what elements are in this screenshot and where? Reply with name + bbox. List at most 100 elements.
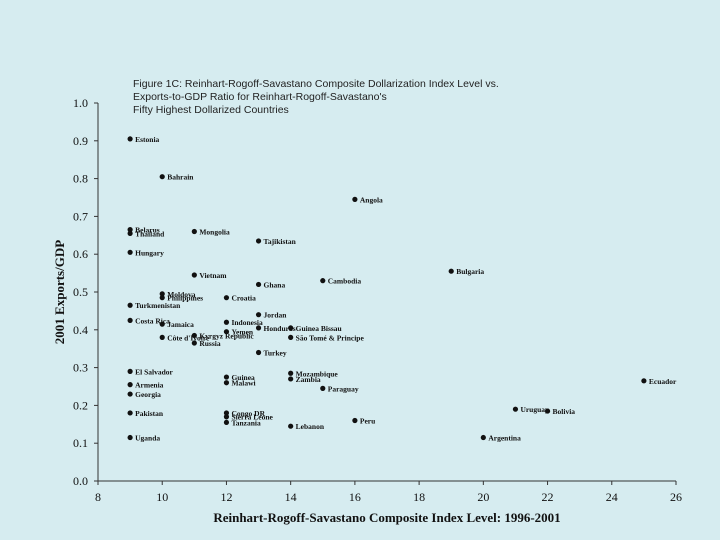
data-point-label: Mongolia: [199, 228, 230, 237]
x-tick-label: 24: [606, 490, 618, 504]
data-point: [127, 410, 133, 416]
data-point: [352, 196, 358, 202]
data-point-label: Turkmenistan: [135, 301, 181, 310]
data-point-label: Uruguay: [520, 405, 549, 414]
data-point: [223, 329, 230, 335]
data-point-label: São Tomé & Principe: [296, 333, 365, 342]
data-point-label: Armenia: [135, 381, 164, 390]
data-point-label: Kyrgyz Republic: [199, 331, 254, 340]
data-point-label: Costa Rica: [135, 316, 170, 325]
data-point: [127, 368, 133, 374]
data-point: [191, 228, 197, 235]
data-point-label: Jordan: [264, 311, 288, 320]
data-point-label: Estonia: [135, 135, 159, 144]
data-point-label: Vietnam: [199, 271, 227, 280]
x-tick-label: 14: [285, 490, 297, 504]
y-tick-label: 0.3: [73, 361, 88, 375]
data-point-label: Bulgaria: [456, 267, 484, 276]
data-point: [352, 417, 358, 424]
data-point-label: Cambodia: [328, 277, 362, 286]
y-axis-title: 2001 Exports/GDP: [52, 240, 67, 344]
data-point-label: Congo DR: [231, 409, 265, 418]
data-point: [191, 340, 197, 346]
data-point: [544, 408, 551, 414]
title-line-1: Figure 1C: Reinhart-Rogoff-Savastano Com…: [133, 78, 499, 90]
y-tick-label: 1.0: [73, 96, 88, 110]
data-point: [127, 302, 133, 308]
data-point: [480, 434, 486, 441]
x-tick-label: 22: [542, 490, 554, 504]
data-point: [127, 434, 133, 441]
data-point: [512, 406, 519, 412]
data-point: [288, 334, 294, 340]
y-tick-label: 0.2: [73, 398, 88, 412]
data-point: [223, 414, 230, 420]
data-point: [127, 227, 133, 233]
data-point: [288, 370, 294, 376]
y-tick-label: 0.6: [73, 247, 88, 261]
data-point: [159, 321, 165, 327]
data-point-label: Philippines: [167, 294, 203, 303]
data-point-label: Mozambique: [296, 369, 339, 378]
data-point: [127, 382, 133, 388]
data-point-label: Zambia: [296, 375, 321, 384]
x-tick-label: 12: [220, 490, 232, 504]
data-point-label: Yemen: [231, 328, 253, 337]
data-point: [288, 376, 294, 382]
data-point-label: Sierra Leone: [231, 413, 273, 422]
data-point-label: Croatia: [231, 294, 256, 303]
data-point-label: Russia: [199, 339, 221, 348]
data-point-label: Honduras: [264, 324, 296, 333]
data-point-label: Jamaica: [167, 320, 194, 329]
data-point-label: Peru: [360, 417, 375, 426]
data-point-label: Moldova: [167, 290, 196, 299]
data-point-label: Hungary: [135, 248, 164, 257]
y-tick-label: 0.9: [73, 134, 88, 148]
data-point-label: Paraguay: [328, 384, 359, 393]
y-tick-label: 0.0: [73, 474, 88, 488]
data-point-label: Bahrain: [167, 173, 194, 182]
data-point-label: El Salvador: [135, 367, 173, 376]
data-point: [191, 332, 197, 339]
data-point: [127, 249, 133, 255]
data-point: [127, 230, 133, 237]
data-point-label: Bolivia: [553, 407, 576, 416]
x-tick-label: 10: [156, 490, 168, 504]
data-point-label: Georgia: [135, 390, 161, 399]
data-point: [320, 278, 326, 284]
data-point: [191, 272, 197, 278]
y-tick-label: 0.4: [73, 323, 88, 337]
data-point: [223, 410, 230, 416]
data-point: [223, 380, 230, 386]
data-point-label: Belarus: [135, 226, 160, 235]
data-point-label: Tanzania: [231, 418, 261, 427]
data-point: [255, 312, 262, 318]
data-point: [223, 374, 230, 380]
data-point-label: Turkey: [264, 348, 287, 357]
y-tick-label: 0.1: [73, 436, 88, 450]
data-point-label: Uganda: [135, 434, 160, 443]
data-point-label: Côte d'Ivoire: [167, 333, 210, 342]
data-point: [223, 419, 230, 426]
data-point: [288, 423, 294, 429]
data-point: [127, 317, 133, 323]
x-tick-label: 16: [349, 490, 361, 504]
x-tick-label: 26: [670, 490, 682, 504]
data-point: [320, 385, 326, 391]
data-point: [288, 325, 294, 331]
data-point-label: Indonesia: [231, 318, 263, 327]
ticks: 8 10 12 14 16 18 20 22 24 26 0.0 0.1 0.2 0.3 0.4 0.5 0.6…: [73, 96, 682, 504]
data-point: [159, 334, 165, 340]
data-point: [641, 378, 647, 384]
data-point-label: Pakistan: [135, 409, 164, 418]
data-point-label: Guinea: [231, 373, 255, 382]
title-line-3: Fifty Highest Dollarized Countries: [133, 104, 289, 116]
x-tick-label: 18: [413, 490, 425, 504]
data-point: [159, 174, 165, 180]
data-point-label: Tajikistan: [264, 237, 297, 246]
data-point: [448, 268, 454, 274]
data-point-label: Ghana: [264, 280, 286, 289]
